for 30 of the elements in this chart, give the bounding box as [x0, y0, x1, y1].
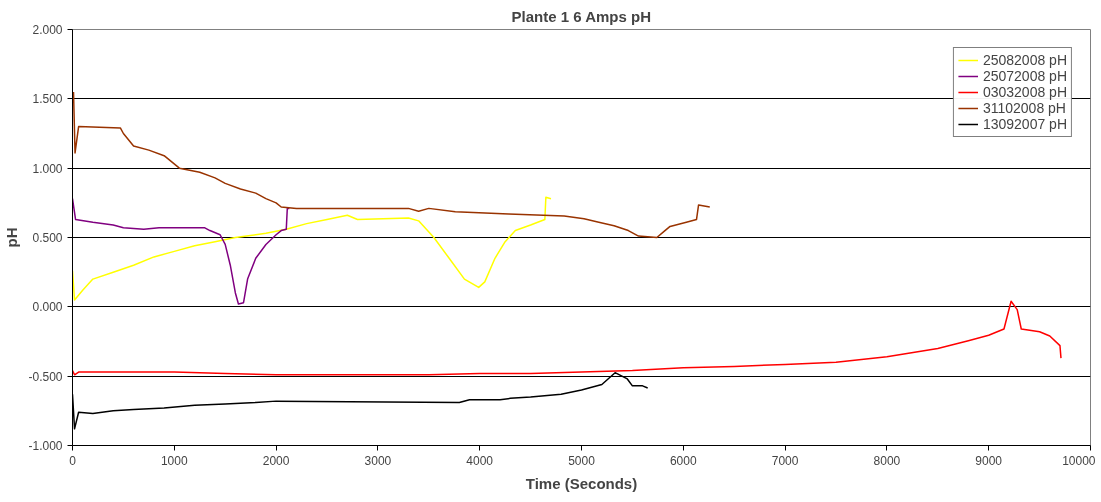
legend-label: 25082008 pH [982, 52, 1067, 68]
line-series [72, 300, 1062, 376]
x-tick-label: 0 [69, 453, 77, 468]
x-tick-label: 6000 [669, 453, 697, 468]
y-tick-label: 2.000 [32, 23, 63, 37]
y-tick-label: 1.500 [32, 92, 63, 107]
x-tick-label: 8000 [873, 453, 901, 468]
x-tick-label: 7000 [771, 453, 799, 468]
y-tick-label: 0.500 [32, 231, 63, 245]
x-tick-label: 5000 [568, 453, 596, 468]
legend-label: 13092007 pH [982, 116, 1067, 132]
line-series [72, 197, 291, 305]
legend-label: 03032008 pH [982, 84, 1067, 100]
x-tick-label: 1000 [160, 453, 188, 468]
x-tick-label: 10000 [1062, 453, 1096, 468]
y-axis-title: pH [3, 227, 21, 248]
legend-label: 31102008 pH [982, 100, 1066, 116]
legend-label: 25072008 pH [982, 68, 1067, 84]
line-series [72, 196, 552, 301]
x-tick-label: 4000 [466, 453, 494, 468]
x-tick-label: 2000 [262, 453, 290, 468]
y-tick-label: 0.000 [32, 300, 63, 315]
y-tick-label: 1.000 [32, 161, 63, 176]
x-tick-label: 3000 [364, 453, 392, 468]
x-tick-label: 9000 [975, 453, 1003, 468]
y-tick-label: -0.500 [28, 369, 63, 384]
x-axis-title: Time (Seconds) [525, 474, 638, 492]
chart-title: Plante 1 6 Amps pH [511, 7, 651, 25]
line-series [72, 91, 711, 239]
y-tick-label: -1.000 [28, 439, 63, 453]
